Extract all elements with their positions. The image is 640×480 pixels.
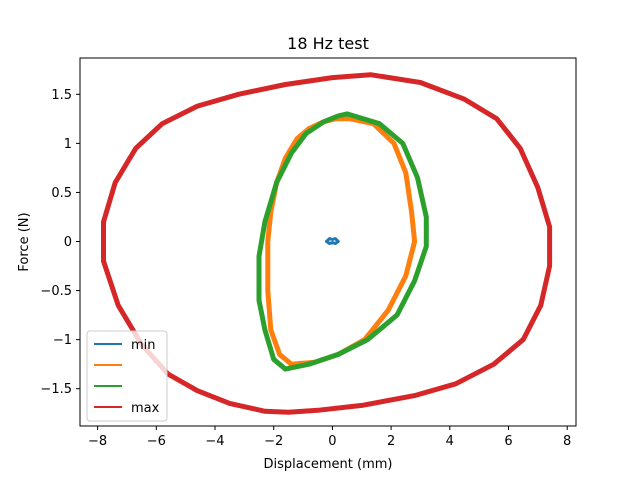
x-tick-label: −6 [147,434,166,449]
legend-label-3: max [131,401,160,416]
x-tick-label: 2 [387,434,395,449]
x-axis-label: Displacement (mm) [264,457,393,472]
legend-label-0: min [131,338,156,353]
x-tick-label: −4 [205,434,224,449]
legend: min max [86,330,168,422]
x-tick-label: 6 [504,434,512,449]
chart-title: 18 Hz test [287,34,369,53]
series-line-0 [325,237,340,245]
y-tick-label: 0 [64,235,72,250]
series-line-2 [256,111,429,372]
y-tick-label: 0.5 [51,186,72,201]
y-axis-ticks: −1.5 −1 −0.5 0 0.5 1 1.5 [40,88,80,397]
y-tick-label: 1 [64,137,72,152]
y-tick-label: −0.5 [40,284,72,299]
y-tick-label: −1.5 [40,382,72,397]
y-tick-label: −1 [53,333,72,348]
x-tick-label: −8 [88,434,107,449]
x-tick-label: 0 [328,434,336,449]
x-tick-label: 8 [563,434,571,449]
x-tick-label: 4 [446,434,454,449]
series-line-1 [265,116,418,367]
y-axis-label: Force (N) [17,212,32,271]
series-layer [101,72,553,415]
series-line-3 [101,72,553,415]
y-tick-label: 1.5 [51,88,72,103]
x-tick-label: −2 [264,434,283,449]
x-axis-ticks: −8 −6 −4 −2 0 2 4 6 8 [88,426,571,449]
legend-box [86,330,168,422]
